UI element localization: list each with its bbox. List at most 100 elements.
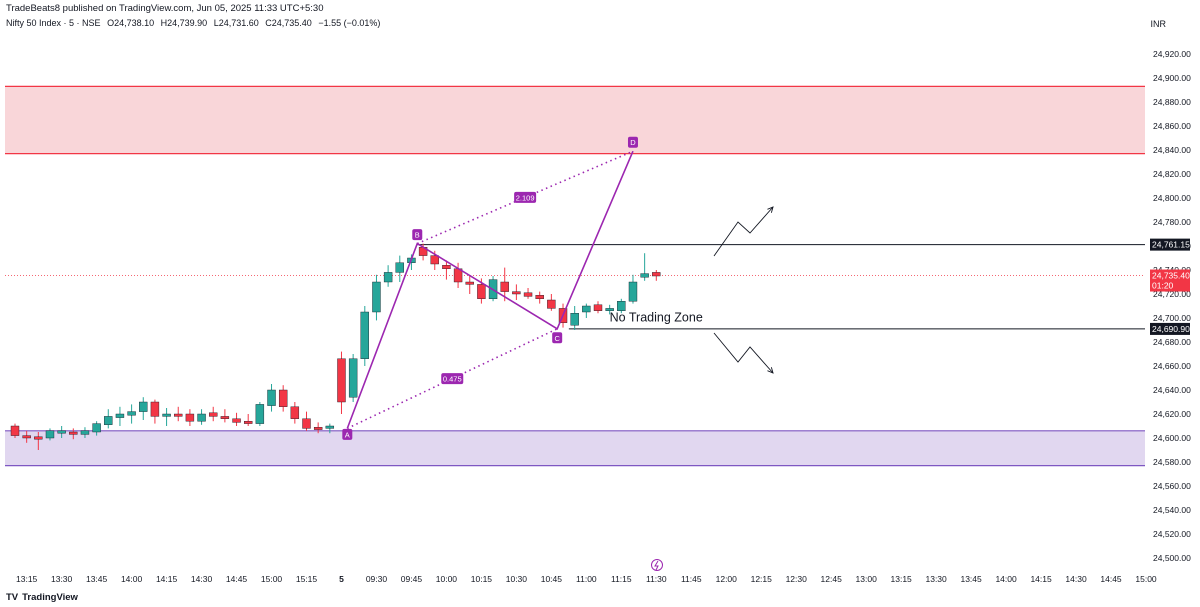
candle-body [523,292,533,297]
candle-body [395,262,404,273]
x-tick-label: 5 [339,574,344,584]
x-tick-label: 14:00 [121,574,143,584]
candle [500,267,509,302]
candle [127,404,136,424]
candle-body [605,308,614,311]
pattern-point-c: C [552,332,563,344]
candle [162,408,171,426]
y-tick-label: 24,680.00 [1153,337,1191,347]
candle-body [45,430,55,439]
candle-body [278,389,288,407]
y-tick-label: 24,640.00 [1153,385,1191,395]
pattern-point-badge [342,428,353,440]
candle [348,354,358,402]
pattern-point-b: B [412,229,423,241]
candle [185,409,195,426]
candle [302,411,311,431]
candle-body [617,301,626,312]
candle-body [10,425,20,436]
pattern-point-a: A [342,428,353,440]
candle-body [348,358,358,398]
candle-body [209,412,218,417]
candle-body [290,406,300,419]
candle-body [430,255,439,265]
x-tick-label: 14:15 [1030,574,1052,584]
bd-ratio-line [416,150,634,245]
y-tick-label: 24,580.00 [1153,457,1191,467]
y-tick-label: 24,880.00 [1153,97,1191,107]
candle [570,306,579,330]
candle-body [302,418,311,429]
candle-body [220,416,230,419]
candle [628,274,638,304]
pattern-point-badge [412,229,423,241]
tradingview-logo-text: TradingView [22,592,78,603]
x-tick-label: 13:15 [16,574,38,584]
candle-body [92,423,101,433]
candle-body [652,272,661,277]
price-tag-label: 24,761.15 [1152,240,1190,250]
x-tick-label: 14:30 [191,574,213,584]
candle-body [512,291,521,295]
candle [104,409,113,429]
x-tick-label: 11:30 [646,574,667,584]
candle-body [232,418,241,423]
x-tick-label: 13:45 [86,574,108,584]
candle [209,406,218,422]
candle [640,253,649,281]
zones-layer [5,85,1145,467]
candle-body [69,431,78,435]
candle [547,294,556,311]
x-tick-label: 12:00 [716,574,738,584]
candle [652,270,661,281]
ratio-badge-bg [514,191,537,203]
tradingview-mark-icon: TV [6,592,19,603]
y-tick-label: 24,540.00 [1153,505,1191,515]
y-tick-label: 24,780.00 [1153,217,1191,227]
last-price-tag-value: 24,735.40 [1152,271,1190,281]
bullish-projection-arrow [713,206,774,257]
candle [255,402,265,426]
ratio-badge-label: 0.475 [443,375,462,384]
candle-body [22,435,31,439]
candle [442,260,451,280]
candle [395,255,404,282]
y-tick-label: 24,620.00 [1153,409,1191,419]
symbol-name[interactable]: Nifty 50 Index · 5 · NSE [6,18,101,28]
candle-body [197,413,206,422]
pattern-point-d: D [627,136,638,148]
candle-body [640,273,649,278]
candle [593,301,603,314]
candle-body [174,413,183,417]
bullish-projection-arrow-path [713,206,774,257]
levels-layer [5,244,1145,330]
tradingview-logo[interactable]: TV TradingView [6,592,78,603]
symbol-ohlc-line: Nifty 50 Index · 5 · NSE O24,738.10 H24,… [6,18,384,28]
currency-label[interactable]: INR [1150,19,1167,29]
candle-body [34,436,43,440]
lightning-icon-circle [651,559,663,571]
resistance-price-tag: 24,761.15 [1150,238,1190,251]
no-trading-zone-label: No Trading Zone [610,311,703,325]
candle-body [547,299,556,309]
x-tick-label: 13:15 [891,574,913,584]
y-tick-label: 24,520.00 [1153,529,1191,539]
candle [325,423,335,434]
axis-layer: 24,500.00 24,520.00 24,540.00 24,560.00 24,5… [16,49,1191,584]
candle-body [372,281,381,313]
x-tick-label: 10:15 [471,574,493,584]
candle-body [442,265,451,270]
ratio-badge-label: 2.109 [516,193,535,202]
y-tick-label: 24,860.00 [1153,121,1191,131]
pattern-point-label: A [345,430,350,439]
pattern-layer: A B C D 2.109 0.475 No Trading Zone [342,136,774,440]
x-tick-label: 09:30 [366,574,388,584]
candle-body [360,311,369,359]
candle [535,291,544,304]
candle [267,384,276,412]
x-tick-label: 11:15 [611,574,632,584]
abcd-pattern-line [346,150,634,429]
candle-body [57,430,66,434]
